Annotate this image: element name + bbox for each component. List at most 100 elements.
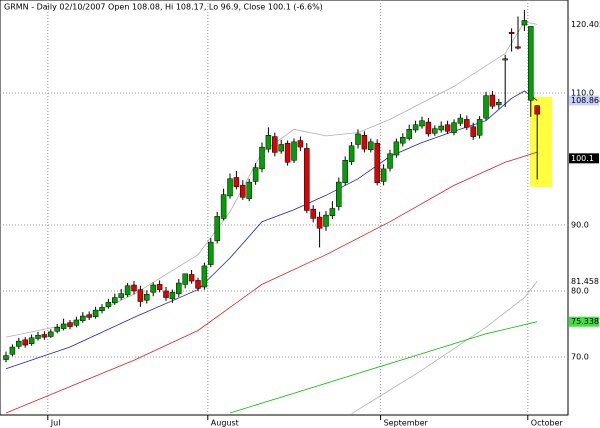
candle-body (521, 20, 528, 26)
candle-body (476, 119, 483, 136)
candle-body (169, 292, 176, 300)
candle-body (9, 346, 16, 355)
x-tick-label: October (531, 419, 564, 428)
candle-body (355, 133, 361, 145)
candle-body (508, 32, 515, 34)
value-label: 100.1 (571, 154, 594, 163)
candle-body (67, 322, 73, 327)
highlight (530, 97, 552, 187)
value-label-box (569, 153, 599, 164)
candle-body (92, 309, 99, 317)
candle-body (438, 125, 444, 131)
candle-body (368, 141, 374, 151)
y-tick-label: 90.0 (571, 220, 589, 229)
candle-body (182, 273, 188, 285)
candle-body (348, 145, 355, 162)
candle-body (112, 297, 118, 304)
candle-body (444, 124, 451, 132)
candle-body (496, 102, 502, 106)
candle-body (310, 208, 316, 219)
candle-body (489, 94, 496, 107)
candle-body (457, 117, 464, 124)
value-label: 120.405 (571, 20, 600, 29)
plot-frame (0, 0, 569, 416)
candle-body (3, 355, 9, 360)
candle-body (336, 181, 342, 207)
candle-body (246, 181, 252, 199)
value-label-box (569, 276, 599, 287)
candle-body (259, 146, 265, 170)
candle-body (73, 319, 80, 326)
candle-body (464, 119, 470, 128)
candle-body (412, 124, 419, 131)
chart-title: GRMN - Daily 02/10/2007 Open 108.08, Hi … (4, 3, 323, 12)
candle-body (400, 136, 406, 144)
candle-body (188, 274, 195, 282)
candle-body (208, 241, 214, 265)
x-tick-label: September (384, 419, 429, 428)
indicator-line (351, 281, 538, 415)
candle-body (534, 105, 540, 115)
candle-body (227, 178, 233, 197)
candle-body (137, 289, 144, 302)
value-label: 81.4581 (571, 277, 600, 286)
candle-body (60, 323, 67, 329)
candle-body (156, 284, 163, 290)
candle-body (451, 122, 457, 133)
value-label-box (569, 19, 599, 30)
candle-body (278, 144, 284, 152)
candle-body (272, 136, 278, 153)
candle-body (502, 58, 508, 61)
candle-body (528, 26, 534, 101)
candle-body (124, 285, 131, 296)
candle-body (16, 340, 22, 347)
value-label-box (569, 316, 599, 327)
candle-body (470, 126, 476, 137)
candle-body (48, 331, 54, 337)
candle-body (374, 142, 380, 184)
candle-body (41, 334, 48, 338)
candle-body (22, 339, 28, 346)
candle-body (380, 168, 387, 182)
candle-body (54, 326, 60, 332)
candle-body (361, 135, 368, 150)
candle-body (131, 284, 137, 292)
candle-body (80, 315, 86, 321)
candle-body (35, 334, 41, 339)
candle-body (105, 301, 112, 308)
candle-body (99, 307, 105, 312)
x-tick-label: August (211, 419, 239, 428)
y-tick-label: 70.0 (571, 352, 589, 361)
x-tick-label: Jul (50, 419, 61, 428)
y-tick-label: 110.0 (571, 89, 594, 98)
value-label-box (569, 95, 599, 106)
candle-body (214, 216, 220, 242)
candle-body (240, 185, 246, 198)
candle-body (297, 140, 304, 148)
candle-body (28, 337, 35, 344)
candle-body (432, 128, 438, 134)
indicator-line (5, 90, 538, 370)
candle-body (233, 177, 240, 187)
y-tick-label: 80.0 (571, 286, 589, 295)
indicator-line (5, 21, 538, 338)
candle-body (284, 142, 291, 163)
candle-body (252, 167, 259, 182)
candle-body (515, 46, 521, 49)
candle-body (144, 294, 150, 301)
candle-body (163, 290, 169, 298)
candle-body (220, 194, 227, 219)
candle-body (393, 141, 400, 156)
candle-body (304, 148, 310, 211)
candle-body (176, 282, 182, 294)
candle-body (201, 265, 208, 288)
candle-body (195, 280, 201, 289)
candle-body (342, 160, 348, 184)
indicator-line (5, 151, 538, 414)
candle-body (316, 216, 323, 229)
candle-body (483, 95, 489, 119)
indicator-line (229, 321, 538, 414)
candle-body (291, 141, 297, 161)
candle-body (323, 214, 329, 227)
